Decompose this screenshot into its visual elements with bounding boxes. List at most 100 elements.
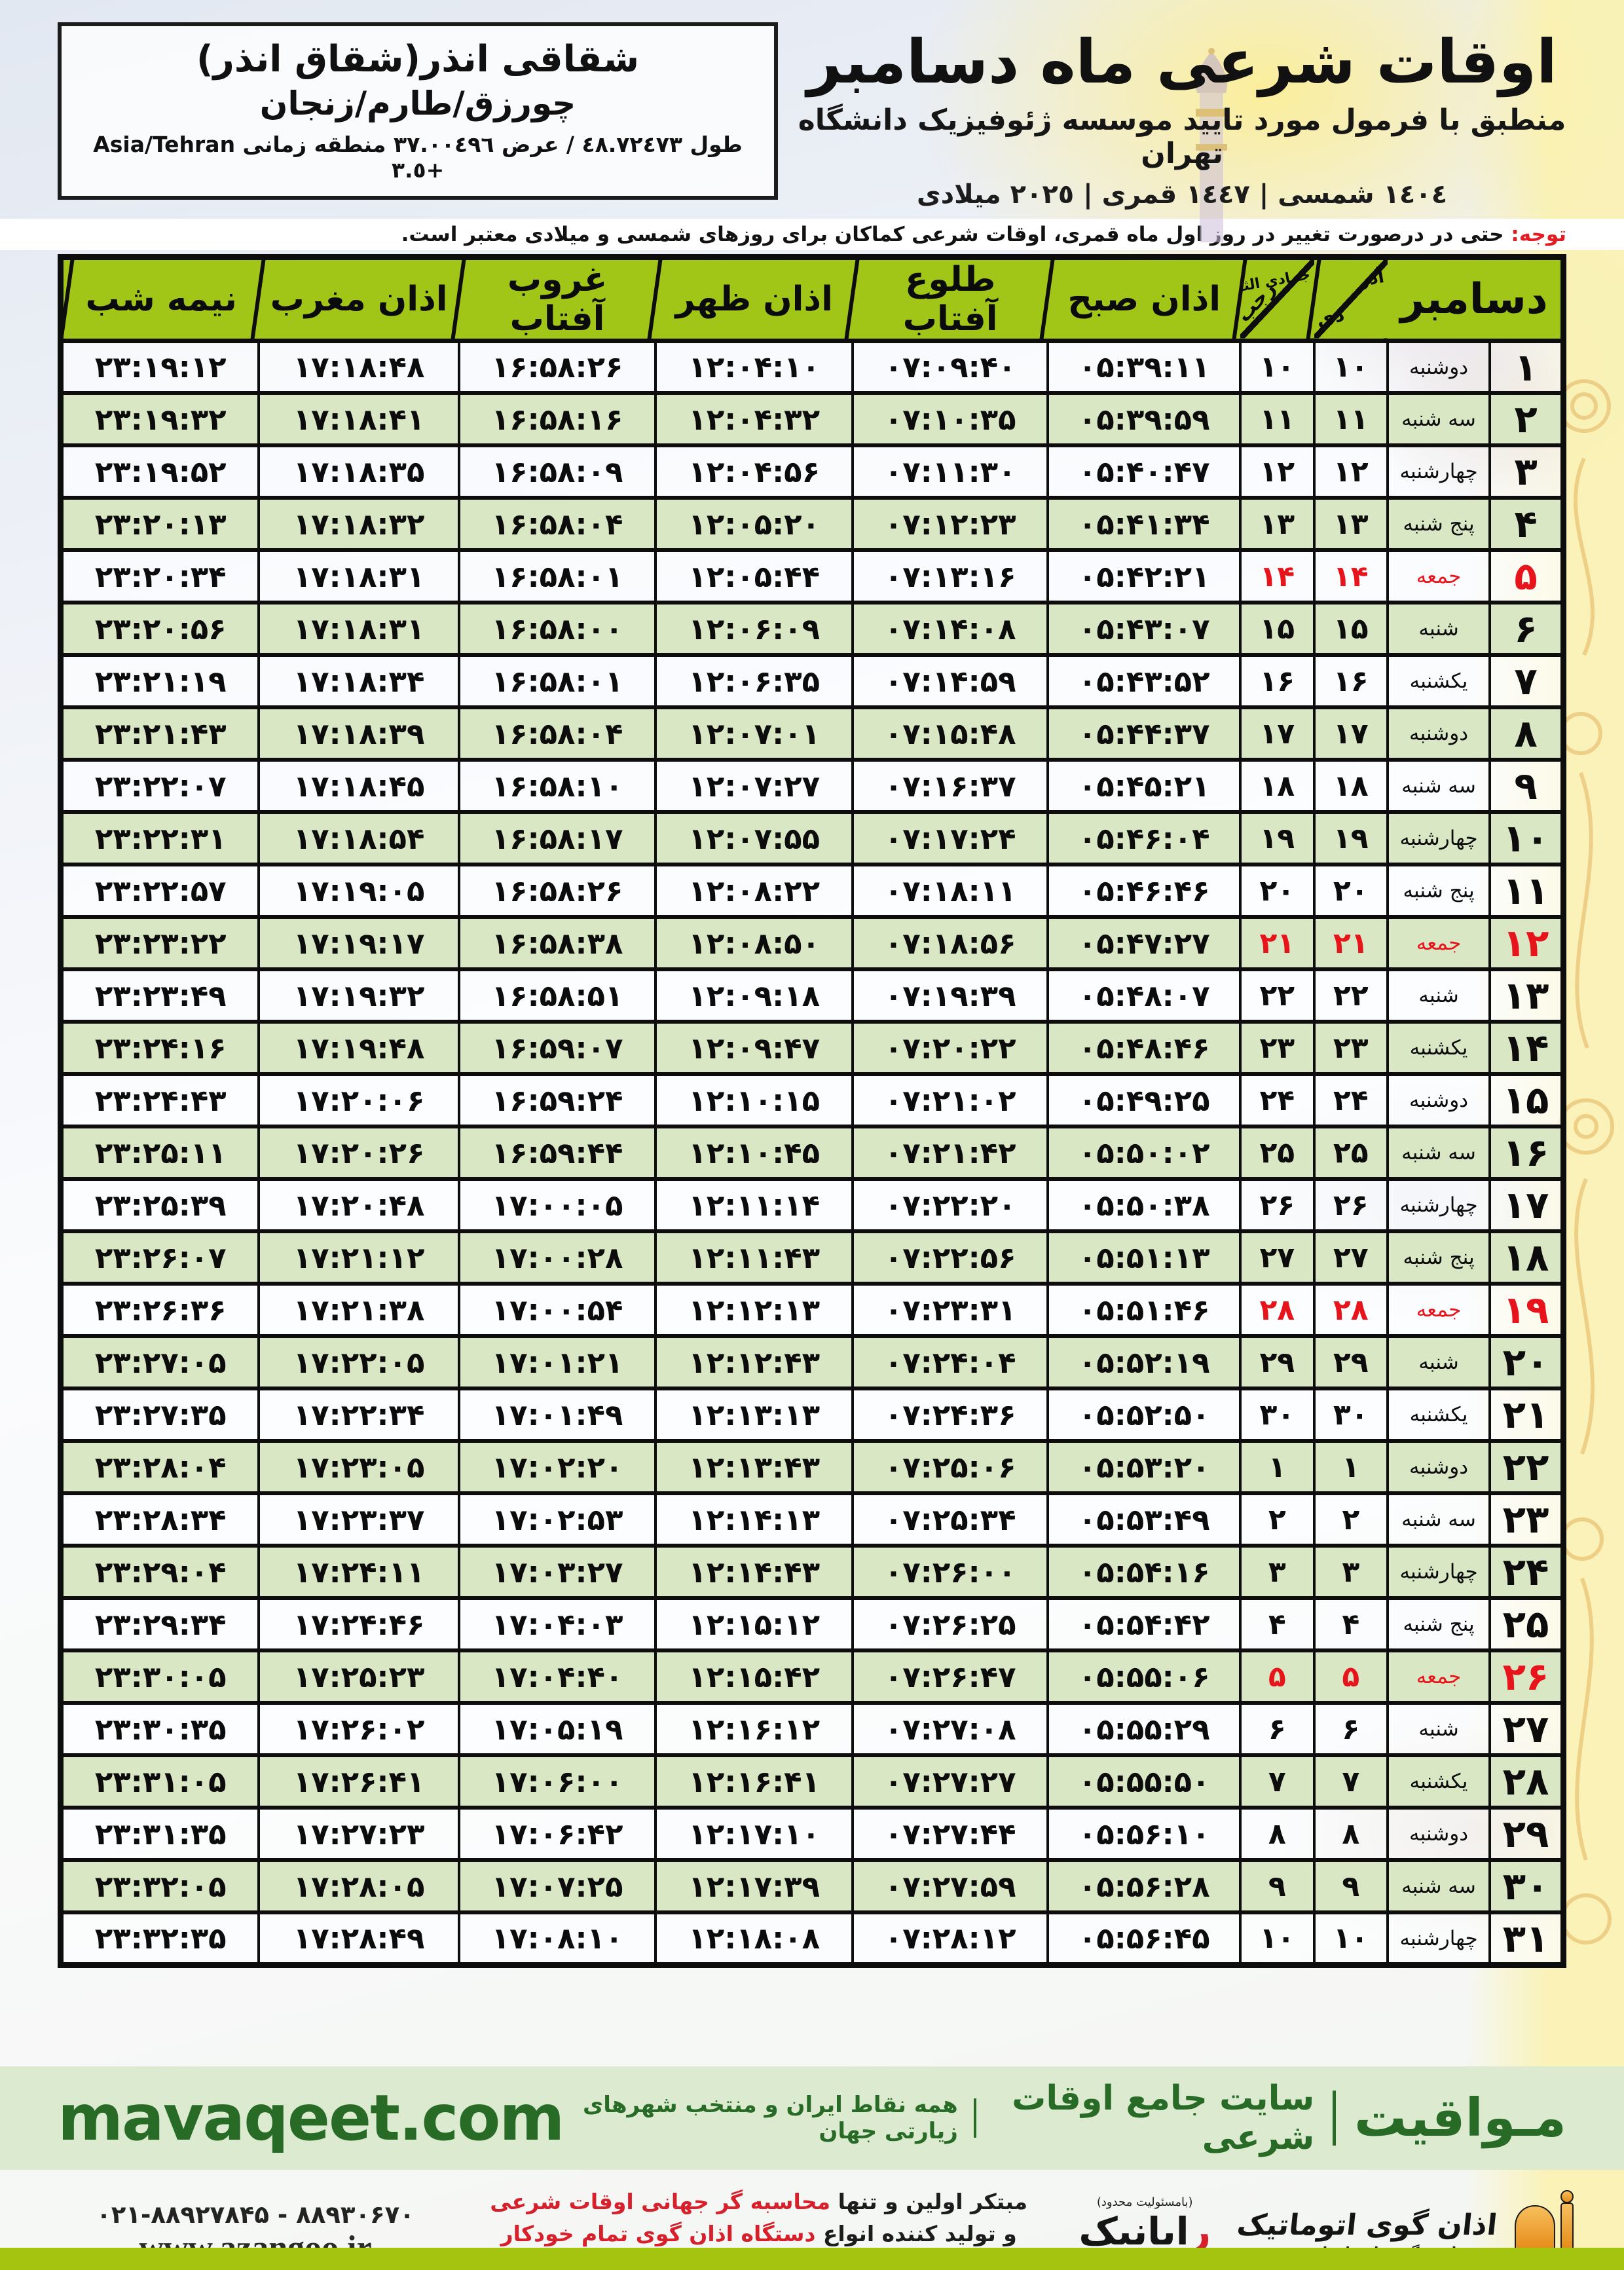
sunset-time: ۱۷:۰۱:۲۱ <box>457 1334 657 1391</box>
column-header-sunset: غروب آفتاب <box>458 257 656 343</box>
noon-time: ۱۲:۰۸:۵۰ <box>654 915 854 972</box>
sunrise-time: ۰۷:۱۴:۰۸ <box>851 601 1050 658</box>
midnight-time: ۲۳:۲۲:۵۷ <box>59 863 261 920</box>
fajr-time: ۰۵:۵۳:۲۰ <box>1046 1439 1242 1496</box>
page-title: اوقات شرعی ماه دسامبر <box>807 27 1557 97</box>
sunrise-time: ۰۷:۲۲:۲۰ <box>851 1177 1050 1234</box>
jalali-day-number: ۳۰ <box>1312 1386 1390 1443</box>
noon-time: ۱۲:۰۹:۴۷ <box>654 1020 854 1077</box>
table-row: ۲۸ یکشنبه ۷ ۷ ۰۵:۵۵:۵۰ ۰۷:۲۷:۲۷ ۱۲:۱۶:۴۱… <box>59 1753 1565 1810</box>
weekday-name: پنج شنبه <box>1386 496 1492 553</box>
jalali-day-number: ۹ <box>1312 1858 1390 1915</box>
december-day-number: ۱۵ <box>1488 1072 1565 1129</box>
midnight-time: ۲۳:۲۱:۱۹ <box>59 653 261 710</box>
notice-label: توجه: <box>1511 222 1566 246</box>
jalali-day-number: ۱۶ <box>1312 653 1390 710</box>
notice-text: حتی در درصورت تغییر در روز اول ماه قمری،… <box>401 222 1511 246</box>
bottom-green-bar <box>0 2248 1624 2270</box>
sunrise-time: ۰۷:۱۵:۴۸ <box>851 705 1050 762</box>
sunset-time: ۱۷:۰۴:۰۳ <box>457 1596 657 1653</box>
divider <box>973 2098 976 2138</box>
sunset-time: ۱۷:۰۸:۱۰ <box>457 1910 657 1967</box>
hijri-day-number: ۹ <box>1239 1858 1316 1915</box>
jalali-day-number: ۲۹ <box>1312 1334 1390 1391</box>
sunrise-time: ۰۷:۱۰:۳۵ <box>851 391 1050 448</box>
fajr-time: ۰۵:۵۲:۱۹ <box>1046 1334 1242 1391</box>
fajr-time: ۰۵:۵۵:۵۰ <box>1046 1753 1242 1810</box>
divider <box>1333 2090 1336 2146</box>
sunrise-time: ۰۷:۲۵:۳۴ <box>851 1491 1050 1548</box>
jalali-day-number: ۲۴ <box>1312 1072 1390 1129</box>
hijri-day-number: ۲۲ <box>1239 967 1316 1024</box>
jalali-day-number: ۲۳ <box>1312 1020 1390 1077</box>
noon-time: ۱۲:۰۴:۱۰ <box>654 339 854 396</box>
noon-time: ۱۲:۱۰:۴۵ <box>654 1125 854 1182</box>
noon-time: ۱۲:۰۷:۵۵ <box>654 810 854 867</box>
noon-time: ۱۲:۱۶:۴۱ <box>654 1753 854 1810</box>
azangoo-minaret-icon <box>1515 2189 1574 2251</box>
fajr-time: ۰۵:۵۶:۲۸ <box>1046 1858 1242 1915</box>
midnight-time: ۲۳:۲۰:۵۶ <box>59 601 261 658</box>
noon-time: ۱۲:۰۵:۲۰ <box>654 496 854 553</box>
jalali-day-number: ۲۲ <box>1312 967 1390 1024</box>
sunset-time: ۱۷:۰۶:۰۰ <box>457 1753 657 1810</box>
fajr-time: ۰۵:۵۳:۴۹ <box>1046 1491 1242 1548</box>
december-day-number: ۱۰ <box>1488 810 1565 867</box>
weekday-name: سه شنبه <box>1386 758 1492 815</box>
noon-time: ۱۲:۱۷:۳۹ <box>654 1858 854 1915</box>
jalali-day-number: ۱۷ <box>1312 705 1390 762</box>
weekday-name: سه شنبه <box>1386 1125 1492 1182</box>
table-row: ۲۹ دوشنبه ۸ ۸ ۰۵:۵۶:۱۰ ۰۷:۲۷:۴۴ ۱۲:۱۷:۱۰… <box>59 1806 1565 1863</box>
sunset-time: ۱۶:۵۸:۵۱ <box>457 967 657 1024</box>
footer-tagline: سایت جامع اوقات شرعی <box>1012 2078 1315 2157</box>
noon-time: ۱۲:۱۱:۱۴ <box>654 1177 854 1234</box>
sunset-time: ۱۷:۰۰:۵۴ <box>457 1282 657 1339</box>
midnight-time: ۲۳:۲۷:۰۵ <box>59 1334 261 1391</box>
location-region: چورزق/طارم/زنجان <box>259 84 576 122</box>
times-table-body: ۱ دوشنبه ۱۰ ۱۰ ۰۵:۳۹:۱۱ ۰۷:۰۹:۴۰ ۱۲:۰۴:۱… <box>59 339 1565 1967</box>
weekday-name: شنبه <box>1386 601 1492 658</box>
hijri-day-number: ۲۰ <box>1239 863 1316 920</box>
column-header-maghrib: اذان مغرب <box>259 257 459 343</box>
sunrise-time: ۰۷:۱۸:۵۶ <box>851 915 1050 972</box>
jalali-day-number: ۱۹ <box>1312 810 1390 867</box>
sunset-time: ۱۶:۵۸:۰۱ <box>457 548 657 605</box>
december-day-number: ۱۲ <box>1488 915 1565 972</box>
december-day-number: ۲۰ <box>1488 1334 1565 1391</box>
december-day-number: ۱۱ <box>1488 863 1565 920</box>
fajr-time: ۰۵:۵۱:۴۶ <box>1046 1282 1242 1339</box>
maghrib-time: ۱۷:۱۹:۱۷ <box>257 915 460 972</box>
fajr-time: ۰۵:۴۳:۵۲ <box>1046 653 1242 710</box>
hijri-day-number: ۲۱ <box>1239 915 1316 972</box>
table-row: ۶ شنبه ۱۵ ۱۵ ۰۵:۴۳:۰۷ ۰۷:۱۴:۰۸ ۱۲:۰۶:۰۹ … <box>59 601 1565 658</box>
hijri-day-number: ۳۰ <box>1239 1386 1316 1443</box>
weekday-name: پنج شنبه <box>1386 1229 1492 1286</box>
jalali-day-number: ۲۵ <box>1312 1125 1390 1182</box>
midnight-time: ۲۳:۲۰:۱۳ <box>59 496 261 553</box>
noon-time: ۱۲:۰۶:۰۹ <box>654 601 854 658</box>
jalali-day-number: ۱۴ <box>1312 548 1390 605</box>
fajr-time: ۰۵:۳۹:۱۱ <box>1046 339 1242 396</box>
hijri-day-number: ۲۹ <box>1239 1334 1316 1391</box>
jalali-day-number: ۶ <box>1312 1701 1390 1758</box>
midnight-time: ۲۳:۲۹:۰۴ <box>59 1544 261 1601</box>
location-coordinates: طول ٤٨.٧٢٤٧٣ / عرض ٣٧.٠٠٤٩٦ منطقه زمانی … <box>93 132 743 183</box>
column-header-midnight: نیمه شب <box>60 257 259 343</box>
sunset-time: ۱۶:۵۸:۲۶ <box>457 339 657 396</box>
december-day-number: ۲۲ <box>1488 1439 1565 1496</box>
maghrib-time: ۱۷:۲۰:۲۶ <box>257 1125 460 1182</box>
midnight-time: ۲۳:۲۰:۳۴ <box>59 548 261 605</box>
december-day-number: ۱۳ <box>1488 967 1565 1024</box>
sunset-time: ۱۶:۵۸:۳۸ <box>457 915 657 972</box>
december-day-number: ۱ <box>1488 339 1565 396</box>
maghrib-time: ۱۷:۱۸:۳۴ <box>257 653 460 710</box>
jalali-day-number: ۵ <box>1312 1648 1390 1705</box>
weekday-name: چهارشنبه <box>1386 1910 1492 1967</box>
table-row: ۳۱ چهارشنبه ۱۰ ۱۰ ۰۵:۵۶:۴۵ ۰۷:۲۸:۱۲ ۱۲:۱… <box>59 1910 1565 1967</box>
weekday-name: شنبه <box>1386 1334 1492 1391</box>
maghrib-time: ۱۷:۲۸:۰۵ <box>257 1858 460 1915</box>
midnight-time: ۲۳:۲۵:۱۱ <box>59 1125 261 1182</box>
hijri-day-number: ۲ <box>1239 1491 1316 1548</box>
midnight-time: ۲۳:۳۰:۰۵ <box>59 1648 261 1705</box>
sunset-time: ۱۷:۰۳:۲۷ <box>457 1544 657 1601</box>
